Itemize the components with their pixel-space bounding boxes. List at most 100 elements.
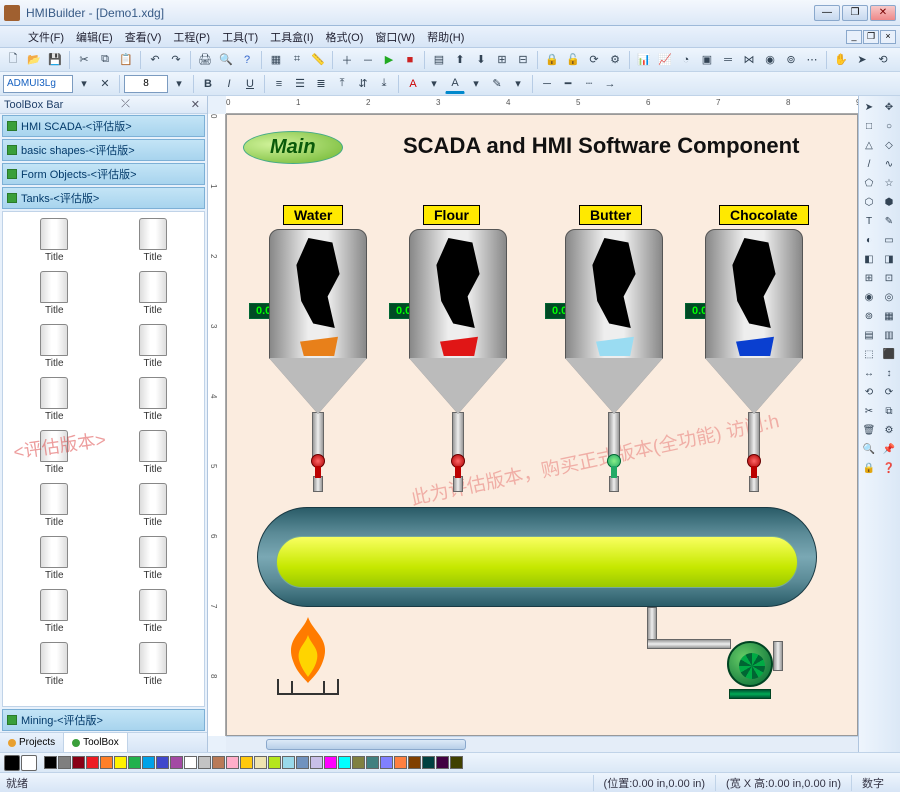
- fill-color-icon[interactable]: A: [445, 74, 465, 94]
- gallery-item[interactable]: Title: [5, 587, 104, 640]
- color-swatch[interactable]: [142, 756, 155, 769]
- align-center-icon[interactable]: ☰: [290, 74, 310, 94]
- motor-icon[interactable]: ◉: [760, 50, 780, 70]
- align-top-icon[interactable]: ⤒: [332, 74, 352, 94]
- draw-tool-27[interactable]: ⬛: [880, 345, 898, 363]
- gallery-item[interactable]: Title: [5, 640, 104, 693]
- menu-view[interactable]: 查看(V): [119, 27, 168, 47]
- draw-tool-28[interactable]: ↔: [860, 364, 878, 382]
- line-color-icon[interactable]: ✎: [487, 74, 507, 94]
- menu-toolbox[interactable]: 工具盒(I): [264, 27, 319, 47]
- fontsize-dropdown-icon[interactable]: ▾: [169, 74, 189, 94]
- pipe-icon[interactable]: ═: [718, 50, 738, 70]
- draw-tool-3[interactable]: ○: [880, 117, 898, 135]
- color-swatch[interactable]: [352, 756, 365, 769]
- maximize-button[interactable]: ❐: [842, 5, 868, 21]
- gallery-item[interactable]: Title: [104, 428, 203, 481]
- swatch-fg-icon[interactable]: [4, 755, 20, 771]
- color-swatch[interactable]: [58, 756, 71, 769]
- fill-color-drop-icon[interactable]: ▾: [466, 74, 486, 94]
- mdi-minimize[interactable]: _: [846, 30, 862, 44]
- stop-icon[interactable]: ■: [400, 50, 420, 70]
- gallery-item[interactable]: Title: [5, 428, 104, 481]
- gallery-item[interactable]: Title: [5, 269, 104, 322]
- draw-tool-21[interactable]: ◎: [880, 288, 898, 306]
- draw-tool-9[interactable]: ☆: [880, 174, 898, 192]
- print-icon[interactable]: 🖨: [195, 50, 215, 70]
- unlock-icon[interactable]: 🔓: [563, 50, 583, 70]
- color-swatch[interactable]: [436, 756, 449, 769]
- gallery-item[interactable]: Title: [5, 322, 104, 375]
- color-swatch[interactable]: [128, 756, 141, 769]
- draw-tool-36[interactable]: 🔍: [860, 440, 878, 458]
- mixer-tank[interactable]: [257, 507, 817, 607]
- gallery-item[interactable]: Title: [104, 322, 203, 375]
- bold-icon[interactable]: B: [198, 74, 218, 94]
- back-icon[interactable]: ⬇: [471, 50, 491, 70]
- draw-tool-35[interactable]: ⚙: [880, 421, 898, 439]
- color-swatch[interactable]: [198, 756, 211, 769]
- style-dropdown-icon[interactable]: ▾: [74, 74, 94, 94]
- draw-tool-1[interactable]: ✥: [880, 98, 898, 116]
- draw-tool-20[interactable]: ◉: [860, 288, 878, 306]
- more-icon[interactable]: ⋯: [802, 50, 822, 70]
- draw-tool-31[interactable]: ⟳: [880, 383, 898, 401]
- draw-tool-25[interactable]: ▥: [880, 326, 898, 344]
- valve-icon[interactable]: ⋈: [739, 50, 759, 70]
- minimize-button[interactable]: —: [814, 5, 840, 21]
- hopper-water[interactable]: [269, 229, 367, 492]
- accordion-basic-shapes[interactable]: basic shapes-<评估版>: [2, 139, 205, 161]
- menu-edit[interactable]: 编辑(E): [70, 27, 119, 47]
- canvas-hscrollbar[interactable]: [226, 736, 858, 752]
- draw-tool-18[interactable]: ⊞: [860, 269, 878, 287]
- line-style-icon[interactable]: ─: [537, 74, 557, 94]
- align-middle-icon[interactable]: ⇵: [353, 74, 373, 94]
- gallery-item[interactable]: Title: [5, 534, 104, 587]
- color-swatch[interactable]: [268, 756, 281, 769]
- open-icon[interactable]: 📂: [24, 50, 44, 70]
- draw-tool-30[interactable]: ⟲: [860, 383, 878, 401]
- zoom-in-icon[interactable]: ＋: [337, 50, 357, 70]
- draw-tool-8[interactable]: ⬠: [860, 174, 878, 192]
- refresh-icon[interactable]: ⟳: [584, 50, 604, 70]
- menu-project[interactable]: 工程(P): [167, 27, 216, 47]
- snap-icon[interactable]: ⌗: [287, 50, 307, 70]
- color-swatch[interactable]: [394, 756, 407, 769]
- tab-toolbox[interactable]: ToolBox: [64, 733, 128, 752]
- align-bottom-icon[interactable]: ⤓: [374, 74, 394, 94]
- draw-tool-19[interactable]: ⊡: [880, 269, 898, 287]
- play-icon[interactable]: ▶: [379, 50, 399, 70]
- arrow-icon[interactable]: →: [600, 74, 620, 94]
- toolbox-pin-icon[interactable]: ⤫: [118, 98, 133, 111]
- lock-icon[interactable]: 🔒: [542, 50, 562, 70]
- line-color-drop-icon[interactable]: ▾: [508, 74, 528, 94]
- draw-tool-12[interactable]: T: [860, 212, 878, 230]
- style-clear-icon[interactable]: ✕: [95, 74, 115, 94]
- align-left-icon[interactable]: ≡: [269, 74, 289, 94]
- hopper-chocolate[interactable]: [705, 229, 803, 492]
- draw-tool-26[interactable]: ⬚: [860, 345, 878, 363]
- draw-tool-38[interactable]: 🔒: [860, 459, 878, 477]
- rotate-icon[interactable]: ⟲: [873, 50, 893, 70]
- color-swatch[interactable]: [72, 756, 85, 769]
- gallery-item[interactable]: Title: [5, 375, 104, 428]
- hopper-butter[interactable]: [565, 229, 663, 492]
- color-swatch[interactable]: [114, 756, 127, 769]
- draw-tool-23[interactable]: ▦: [880, 307, 898, 325]
- pump-icon[interactable]: ⊚: [781, 50, 801, 70]
- draw-tool-7[interactable]: ∿: [880, 155, 898, 173]
- draw-tool-16[interactable]: ◧: [860, 250, 878, 268]
- gallery-item[interactable]: Title: [104, 375, 203, 428]
- draw-tool-10[interactable]: ⬡: [860, 193, 878, 211]
- draw-tool-4[interactable]: △: [860, 136, 878, 154]
- draw-tool-39[interactable]: ❓: [880, 459, 898, 477]
- color-swatch[interactable]: [310, 756, 323, 769]
- draw-tool-5[interactable]: ◇: [880, 136, 898, 154]
- color-swatch[interactable]: [408, 756, 421, 769]
- trend-icon[interactable]: 📈: [655, 50, 675, 70]
- color-swatch[interactable]: [240, 756, 253, 769]
- color-swatch[interactable]: [86, 756, 99, 769]
- align-right-icon[interactable]: ≣: [311, 74, 331, 94]
- line-weight-icon[interactable]: ━: [558, 74, 578, 94]
- menu-format[interactable]: 格式(O): [320, 27, 370, 47]
